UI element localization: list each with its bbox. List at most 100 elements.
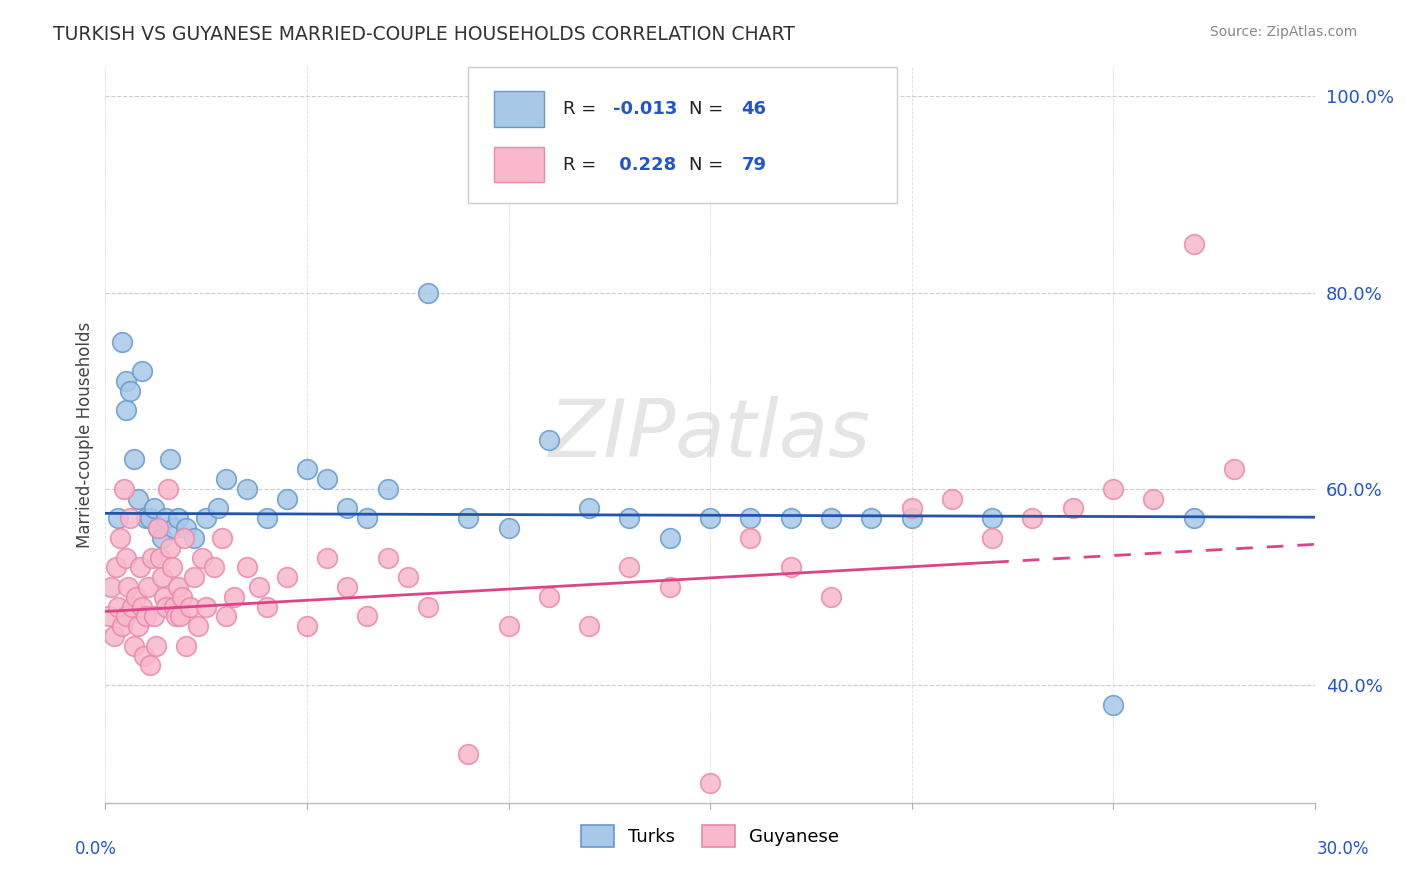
Point	[295, 462, 318, 476]
Point	[117, 580, 139, 594]
Point	[235, 482, 257, 496]
Point	[224, 590, 246, 604]
Point	[131, 364, 153, 378]
Point	[195, 511, 218, 525]
Point	[537, 590, 560, 604]
Point	[316, 472, 339, 486]
Point	[169, 609, 191, 624]
Point	[127, 491, 149, 506]
Point	[900, 501, 922, 516]
Point	[1182, 511, 1205, 525]
Point	[149, 550, 172, 565]
Point	[167, 580, 190, 594]
Point	[578, 619, 600, 633]
Point	[142, 501, 165, 516]
Point	[153, 590, 176, 604]
Point	[416, 599, 439, 614]
Point	[860, 511, 883, 525]
Point	[941, 491, 963, 506]
Point	[276, 570, 298, 584]
Point	[699, 776, 721, 790]
Text: R =: R =	[562, 156, 602, 174]
Point	[118, 384, 141, 398]
Point	[1062, 501, 1084, 516]
Point	[316, 550, 339, 565]
Point	[1142, 491, 1164, 506]
Point	[173, 531, 195, 545]
Point	[127, 619, 149, 633]
FancyBboxPatch shape	[494, 91, 544, 127]
Point	[155, 511, 177, 525]
Point	[124, 590, 148, 604]
Point	[135, 511, 157, 525]
Point	[211, 531, 233, 545]
Point	[107, 511, 129, 525]
Point	[142, 609, 165, 624]
Point	[416, 285, 439, 300]
Point	[163, 521, 186, 535]
Point	[207, 501, 229, 516]
Text: 79: 79	[741, 156, 766, 174]
Point	[578, 501, 600, 516]
Point	[183, 531, 205, 545]
Point	[981, 531, 1004, 545]
Text: 0.228: 0.228	[613, 156, 676, 174]
Point	[215, 472, 238, 486]
Point	[114, 609, 136, 624]
Point	[202, 560, 225, 574]
Point	[619, 560, 641, 574]
Point	[820, 511, 842, 525]
Point	[160, 560, 183, 574]
Point	[215, 609, 238, 624]
Point	[195, 599, 218, 614]
Point	[699, 511, 721, 525]
Point	[336, 580, 359, 594]
Point	[104, 560, 127, 574]
Point	[159, 452, 181, 467]
Point	[146, 521, 169, 535]
Text: -0.013: -0.013	[613, 100, 678, 118]
Point	[900, 511, 922, 525]
Point	[141, 550, 163, 565]
Point	[235, 560, 257, 574]
Point	[457, 511, 479, 525]
Text: N =: N =	[689, 156, 730, 174]
Text: ZIPatlas: ZIPatlas	[548, 396, 872, 474]
Point	[247, 580, 270, 594]
Text: Source: ZipAtlas.com: Source: ZipAtlas.com	[1209, 25, 1357, 39]
Point	[658, 531, 681, 545]
Point	[114, 403, 136, 417]
Point	[537, 433, 560, 447]
Point	[1182, 236, 1205, 251]
Point	[150, 531, 173, 545]
Point	[658, 580, 681, 594]
Point	[155, 599, 177, 614]
Point	[139, 511, 162, 525]
Text: R =: R =	[562, 100, 602, 118]
Text: TURKISH VS GUYANESE MARRIED-COUPLE HOUSEHOLDS CORRELATION CHART: TURKISH VS GUYANESE MARRIED-COUPLE HOUSE…	[53, 25, 796, 44]
Point	[498, 619, 520, 633]
Point	[108, 531, 131, 545]
Point	[179, 599, 201, 614]
Point	[103, 629, 125, 643]
Point	[150, 570, 173, 584]
Point	[122, 452, 145, 467]
Text: N =: N =	[689, 100, 730, 118]
Point	[498, 521, 520, 535]
Point	[122, 639, 145, 653]
Point	[159, 541, 181, 555]
Point	[167, 511, 190, 525]
Point	[1102, 698, 1125, 712]
Point	[170, 590, 193, 604]
Point	[132, 648, 155, 663]
Point	[163, 599, 186, 614]
FancyBboxPatch shape	[494, 147, 544, 183]
Point	[146, 521, 169, 535]
Point	[118, 511, 141, 525]
Point	[256, 511, 278, 525]
Point	[619, 511, 641, 525]
Point	[139, 658, 162, 673]
Point	[131, 599, 153, 614]
Point	[1223, 462, 1246, 476]
Text: 0.0%: 0.0%	[75, 840, 117, 858]
